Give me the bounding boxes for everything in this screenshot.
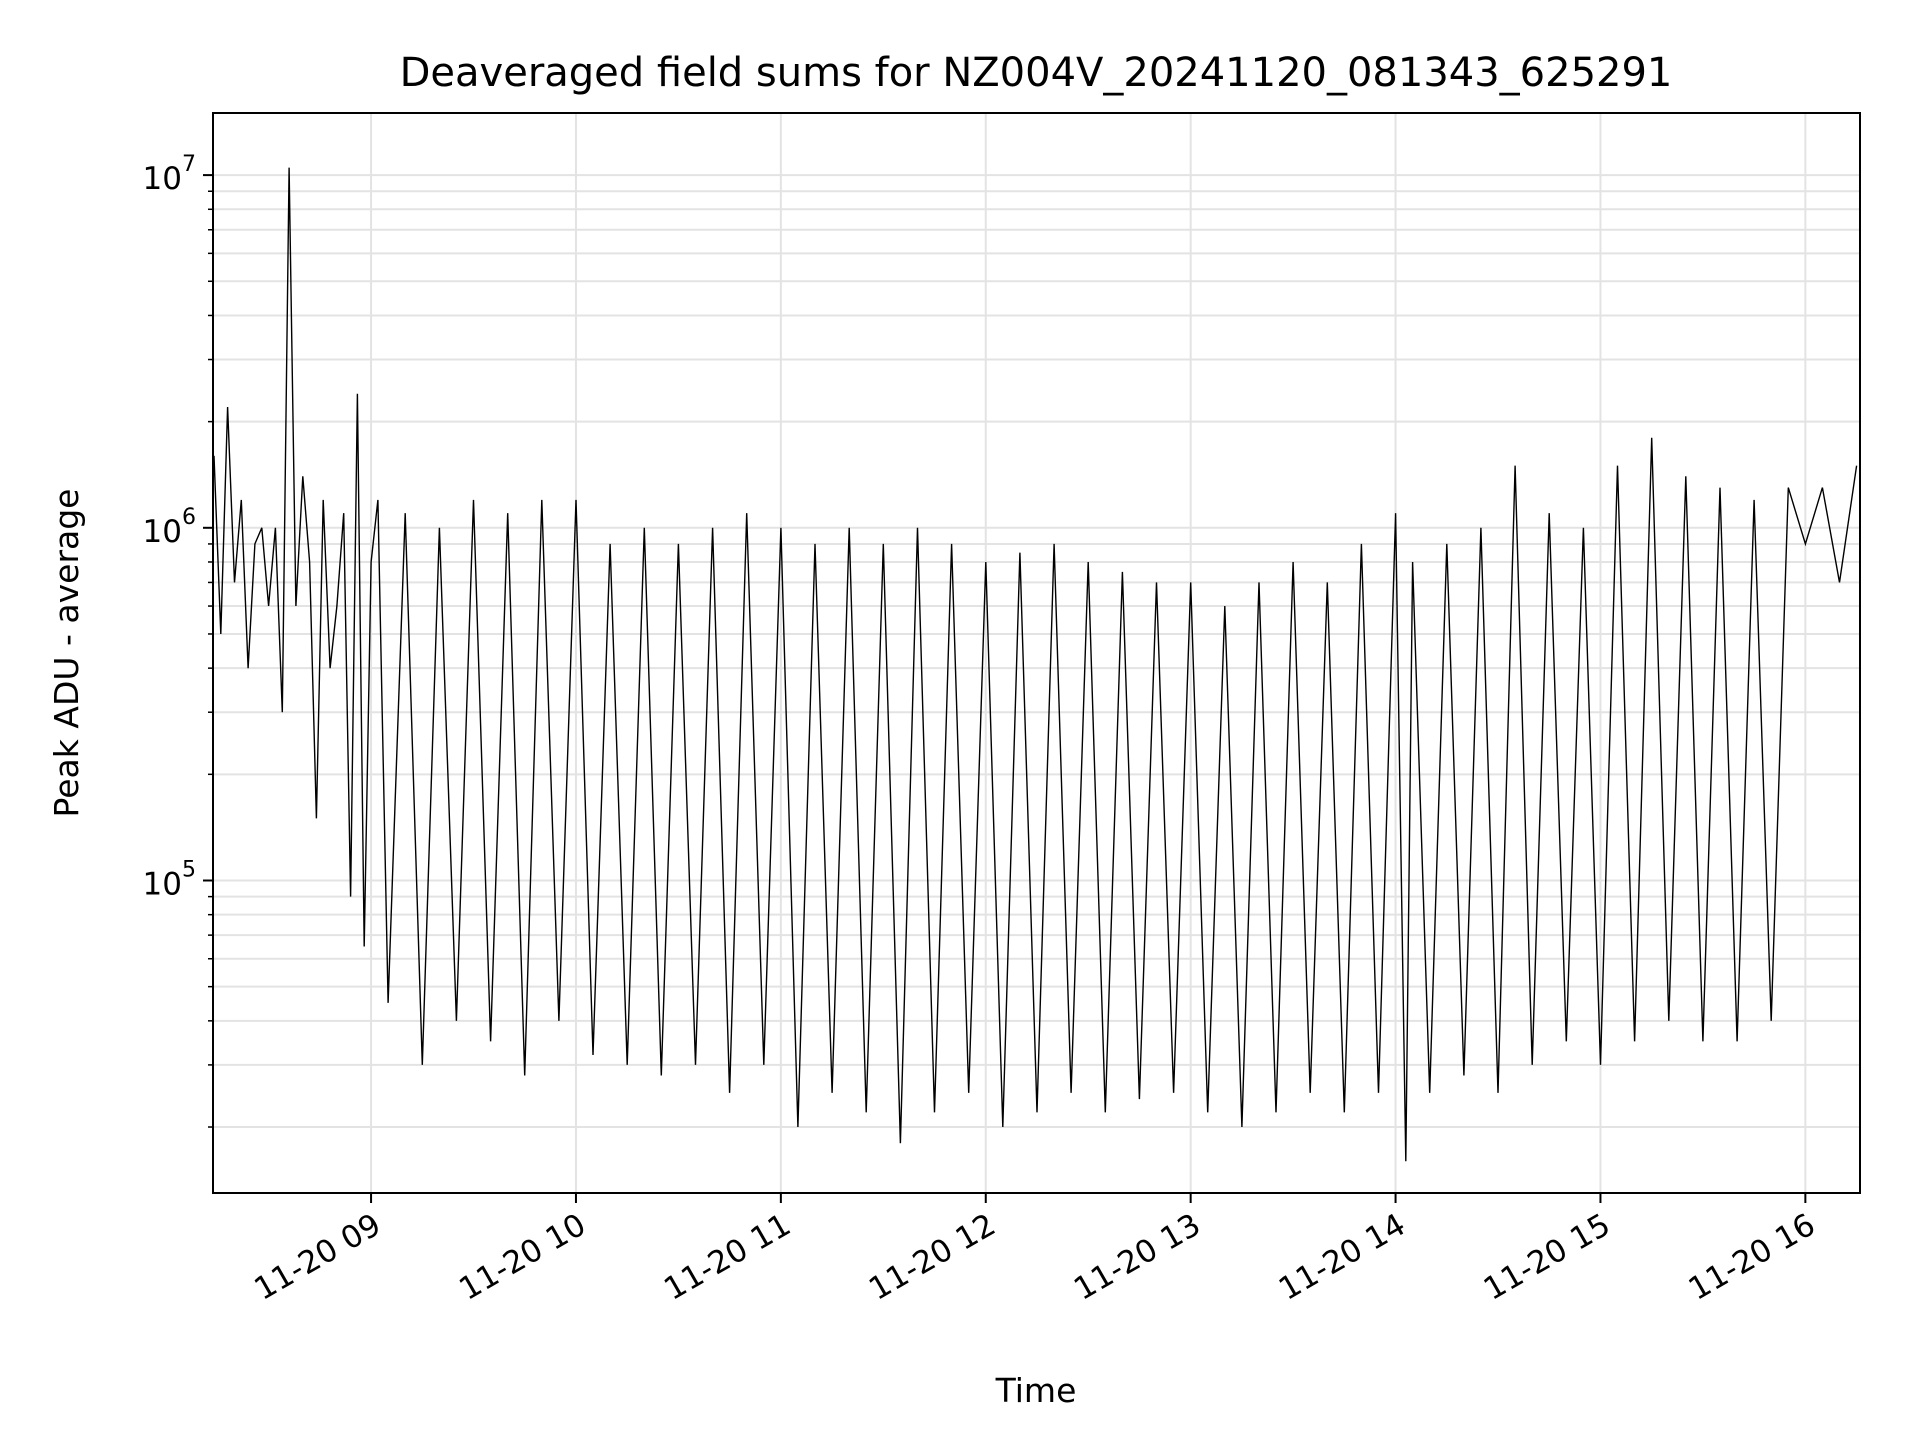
chart-title: Deaveraged field sums for NZ004V_2024112… [400, 50, 1673, 96]
series-line [213, 167, 1858, 1162]
y-tick-label: 106 [143, 505, 196, 550]
y-tick-label: 105 [143, 857, 196, 902]
y-tick-label: 107 [143, 152, 196, 197]
x-axis-label: Time [995, 1371, 1077, 1410]
y-axis-label: Peak ADU - average [47, 489, 86, 818]
plot-frame [212, 112, 1861, 1194]
grid-layer [213, 113, 1860, 1193]
data-layer [213, 167, 1858, 1162]
